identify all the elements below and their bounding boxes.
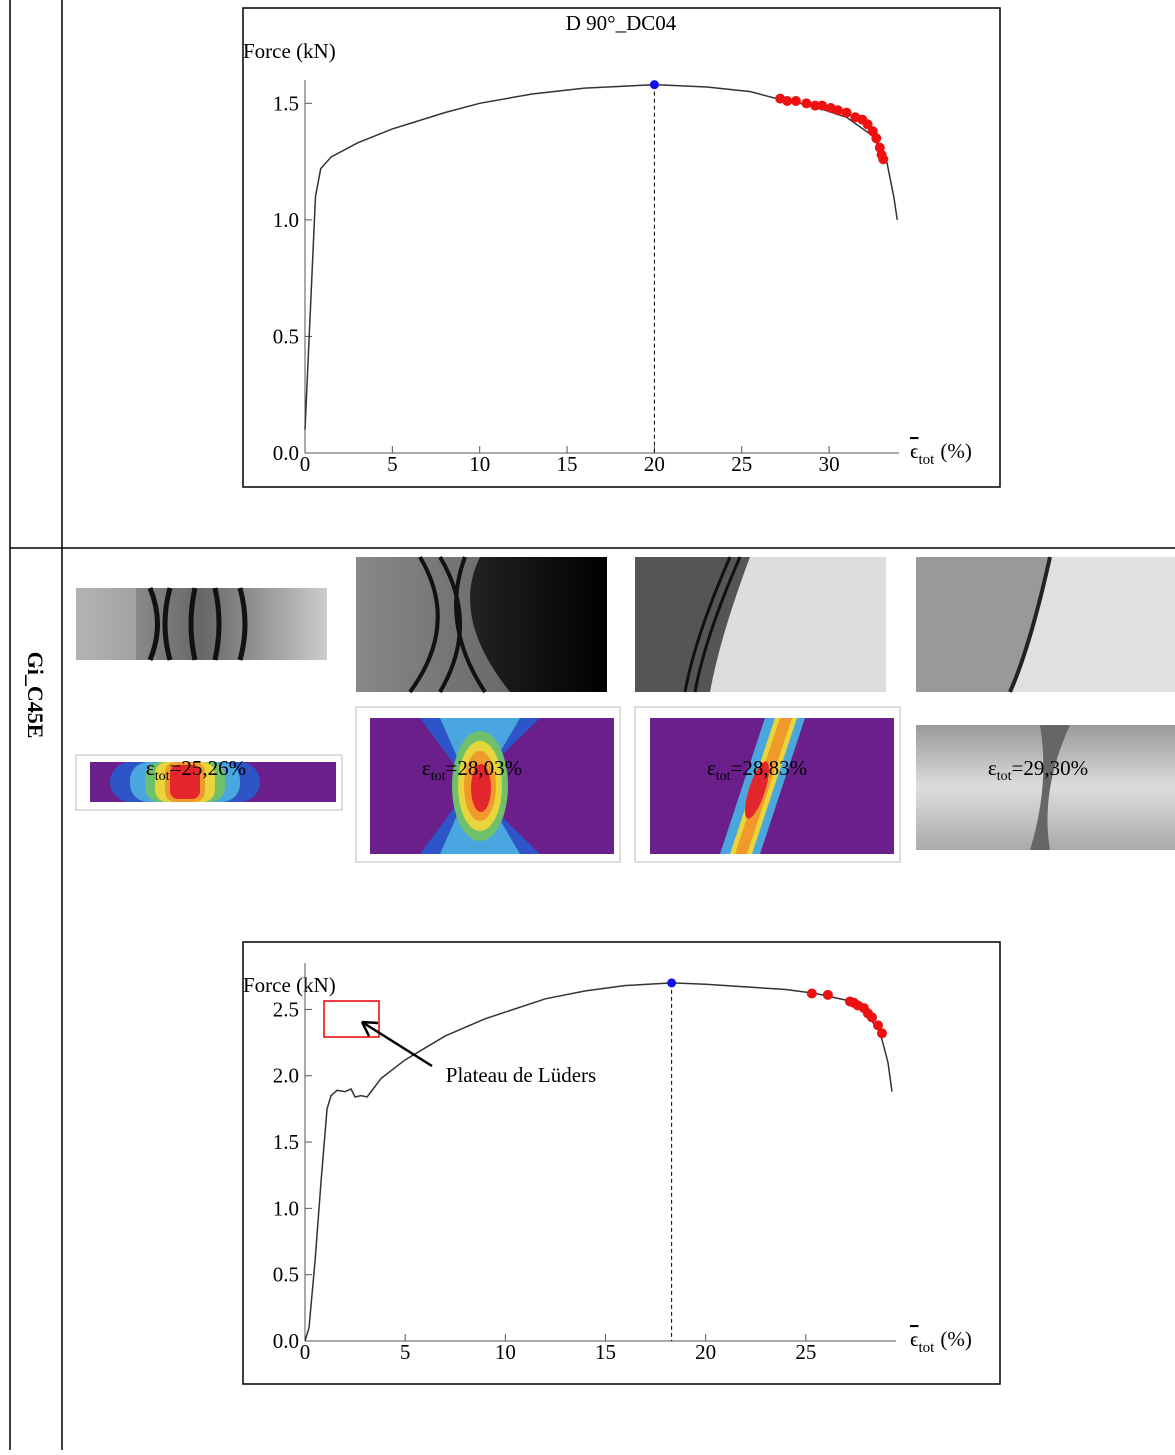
chart: Force (kN) ϵtot (%) 0 5 10 15 20 25 0.0 0.5 1.0 1.5 2… bbox=[242, 941, 1001, 1385]
strain-label: εtot=25,26% bbox=[146, 756, 246, 784]
max-point bbox=[667, 978, 677, 988]
x-tick-label: 25 bbox=[731, 452, 752, 476]
force-curve bbox=[304, 83, 898, 430]
y-tick-label: 0.0 bbox=[273, 1329, 299, 1353]
strain-label: εtot=28,03% bbox=[422, 756, 522, 784]
y-tick-label: 1.5 bbox=[273, 1130, 299, 1154]
value: =29,30% bbox=[1012, 756, 1089, 780]
analysis-point bbox=[810, 100, 821, 111]
y-tick-label: 1.0 bbox=[273, 208, 299, 232]
analysis-point bbox=[871, 133, 882, 144]
x-tick-label: 20 bbox=[695, 1340, 716, 1364]
chart-frame bbox=[242, 941, 1001, 1385]
analysis-point bbox=[790, 95, 801, 106]
force-curve bbox=[304, 982, 893, 1342]
subscript: tot bbox=[716, 769, 731, 784]
unit: (%) bbox=[940, 1327, 971, 1351]
x-tick-label: 15 bbox=[557, 452, 578, 476]
y-tick-label: 2.0 bbox=[273, 1064, 299, 1088]
symbol: ε bbox=[146, 756, 155, 780]
value: =28,83% bbox=[731, 756, 808, 780]
analysis-point bbox=[801, 98, 812, 109]
symbol: ε bbox=[422, 756, 431, 780]
x-tick-label: 20 bbox=[644, 452, 665, 476]
subscript: tot bbox=[155, 769, 170, 784]
value: =25,26% bbox=[170, 756, 247, 780]
y-tick-label: 1.0 bbox=[273, 1196, 299, 1220]
annotation-box bbox=[323, 1000, 380, 1038]
y-axis-label: Force (kN) bbox=[243, 39, 336, 63]
subscript: tot bbox=[997, 769, 1012, 784]
analysis-point bbox=[822, 989, 833, 1000]
max-point bbox=[649, 80, 659, 90]
subscript: tot bbox=[919, 452, 936, 468]
y-tick-label: 0.0 bbox=[273, 441, 299, 465]
x-axis-label: ϵtot (%) bbox=[910, 1327, 972, 1356]
analysis-point bbox=[876, 1028, 887, 1039]
value: =28,03% bbox=[446, 756, 523, 780]
y-tick-label: 0.5 bbox=[273, 1263, 299, 1287]
analysis-point bbox=[862, 119, 873, 130]
x-tick-label: 30 bbox=[819, 452, 840, 476]
x-axis-label: ϵtot (%) bbox=[910, 439, 972, 468]
symbol: ϵ bbox=[910, 1327, 919, 1351]
x-tick-label: 0 bbox=[300, 452, 311, 476]
chart-title: D 90°_DC04 bbox=[566, 11, 677, 35]
x-tick-label: 10 bbox=[469, 452, 490, 476]
chart: D 90°_DC04 Force (kN) ϵtot (%) 0 5 10 15 20 25 30 0… bbox=[242, 7, 1001, 488]
analysis-point bbox=[866, 1012, 877, 1023]
analysis-point bbox=[806, 988, 817, 999]
x-tick-label: 25 bbox=[795, 1340, 816, 1364]
analysis-point bbox=[878, 154, 889, 165]
x-tick-label: 0 bbox=[300, 1340, 311, 1364]
annotation-arrow bbox=[360, 1020, 433, 1068]
unit: (%) bbox=[940, 439, 971, 463]
x-tick-label: 15 bbox=[595, 1340, 616, 1364]
table-lines bbox=[9, 0, 1175, 1450]
x-tick-label: 5 bbox=[400, 1340, 411, 1364]
x-tick-label: 10 bbox=[495, 1340, 516, 1364]
y-tick-label: 1.5 bbox=[273, 91, 299, 115]
x-tick-label: 5 bbox=[387, 452, 398, 476]
strain-label: εtot=28,83% bbox=[707, 756, 807, 784]
analysis-point bbox=[817, 100, 828, 111]
analysis-point bbox=[841, 107, 852, 118]
analysis-point bbox=[832, 105, 843, 116]
chart-frame bbox=[242, 7, 1001, 488]
strain-label: εtot=29,30% bbox=[988, 756, 1088, 784]
subscript: tot bbox=[919, 1340, 936, 1356]
y-tick-label: 0.5 bbox=[273, 324, 299, 348]
row-label: Gi_C45E bbox=[23, 652, 48, 739]
symbol: ε bbox=[988, 756, 997, 780]
y-tick-label: 2.5 bbox=[273, 997, 299, 1021]
y-axis-label: Force (kN) bbox=[243, 973, 336, 997]
dic-images bbox=[75, 555, 1175, 863]
analysis-point bbox=[782, 95, 793, 106]
symbol: ϵ bbox=[910, 439, 919, 463]
analysis-point bbox=[872, 1020, 883, 1031]
subscript: tot bbox=[431, 769, 446, 784]
annotation: Plateau de Lüders bbox=[446, 1063, 596, 1087]
symbol: ε bbox=[707, 756, 716, 780]
